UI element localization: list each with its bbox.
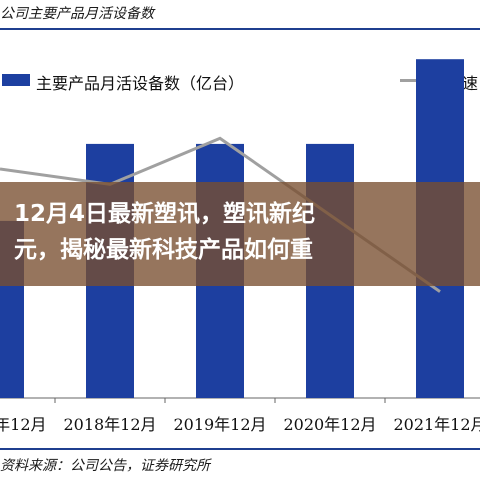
legend-bar-label: 主要产品月活设备数（亿台）: [36, 74, 245, 93]
source-note: 资料来源：公司公告，证券研究所: [0, 458, 210, 474]
x-tick-label: 2021年12月: [393, 415, 480, 434]
headline-line-1: 12月4日最新塑讯，塑讯新纪: [14, 201, 316, 227]
chart-title: 公司主要产品月活设备数: [0, 6, 154, 22]
top-divider: [0, 28, 480, 30]
bottom-divider: [0, 448, 480, 450]
headline-banner[interactable]: [0, 182, 480, 286]
x-tick-label: 2019年12月: [173, 415, 267, 434]
x-tick-label: 2020年12月: [283, 415, 377, 434]
x-tick-label: 2017年12月: [0, 415, 47, 434]
x-tick-label: 2018年12月: [63, 415, 157, 434]
headline-line-2: 元，揭秘最新科技产品如何重: [14, 237, 313, 263]
legend-bar-swatch: [2, 74, 30, 86]
headline-text[interactable]: 12月4日最新塑讯，塑讯新纪 元，揭秘最新科技产品如何重: [14, 196, 474, 268]
